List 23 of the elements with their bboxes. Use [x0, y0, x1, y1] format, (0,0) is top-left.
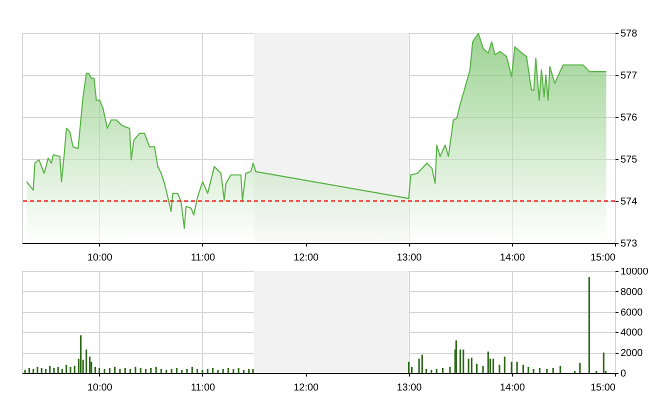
x-tick-label: 12:00 [294, 252, 320, 264]
x-tick-label: 12:00 [294, 382, 320, 394]
y-tick-label: 574 [620, 196, 638, 208]
x-tick-label: 15:00 [590, 382, 616, 394]
y-tick-label: 8000 [620, 286, 644, 298]
x-tick-label: 13:00 [396, 252, 422, 264]
y-tick-label: 6000 [620, 307, 644, 318]
y-tick-label: 2000 [620, 348, 644, 360]
x-tick-label: 10:00 [87, 382, 113, 394]
x-tick-label: 14:00 [500, 252, 526, 264]
x-tick-label: 15:00 [590, 252, 616, 264]
x-tick-label: 11:00 [190, 252, 216, 264]
y-tick-label: 573 [620, 238, 638, 250]
y-tick-label: 578 [620, 28, 638, 40]
y-tick-label: 575 [620, 154, 638, 166]
y-tick-label: 577 [620, 70, 638, 82]
y-tick-label: 576 [620, 112, 638, 124]
x-tick-label: 13:00 [396, 382, 422, 394]
y-tick-label: 0 [620, 368, 626, 380]
x-tick-label: 11:00 [190, 382, 216, 394]
x-tick-label: 10:00 [87, 252, 113, 264]
y-tick-label: 4000 [620, 328, 644, 339]
x-tick-label: 14:00 [500, 382, 526, 394]
